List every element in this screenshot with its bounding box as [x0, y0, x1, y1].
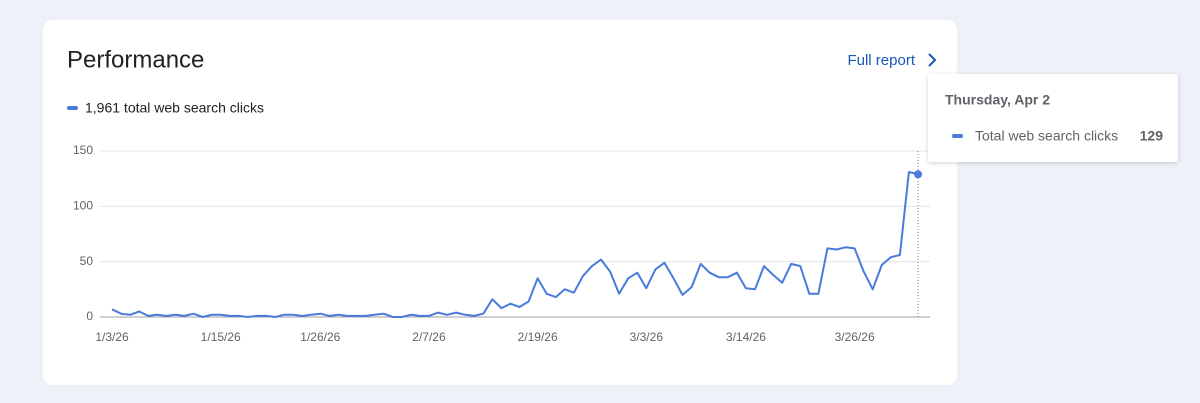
y-tick-label: 100	[73, 199, 93, 213]
tooltip-swatch	[952, 134, 963, 138]
tooltip-series: Total web search clicks	[975, 128, 1118, 144]
x-tick-label: 2/19/26	[518, 330, 558, 344]
x-tick-label: 1/3/26	[95, 330, 129, 344]
series-line	[111, 171, 919, 318]
tooltip	[928, 74, 1178, 162]
card	[43, 20, 957, 385]
full-report-link[interactable]: Full report	[847, 52, 915, 69]
card-title: Performance	[67, 46, 204, 73]
legend-label: 1,961 total web search clicks	[85, 100, 264, 116]
tooltip-title: Thursday, Apr 2	[945, 92, 1050, 108]
plot: 0 50 100 150 1/3/26 1/15/26 1/26/26 2/7/26 2/19/…	[73, 143, 930, 344]
y-tick-label: 150	[73, 143, 93, 157]
legend-swatch	[67, 106, 78, 110]
hover-point	[914, 170, 922, 179]
y-tick-label: 0	[86, 309, 93, 323]
x-tick-label: 3/3/26	[630, 330, 664, 344]
tooltip-value: 129	[1140, 128, 1164, 144]
x-tick-label: 1/26/26	[300, 330, 340, 344]
chevron[interactable]	[928, 53, 937, 67]
x-tick-label: 3/14/26	[726, 330, 766, 344]
x-tick-label: 2/7/26	[412, 330, 446, 344]
x-tick-label: 3/26/26	[835, 330, 875, 344]
x-tick-label: 1/15/26	[201, 330, 241, 344]
y-tick-label: 50	[80, 254, 94, 268]
